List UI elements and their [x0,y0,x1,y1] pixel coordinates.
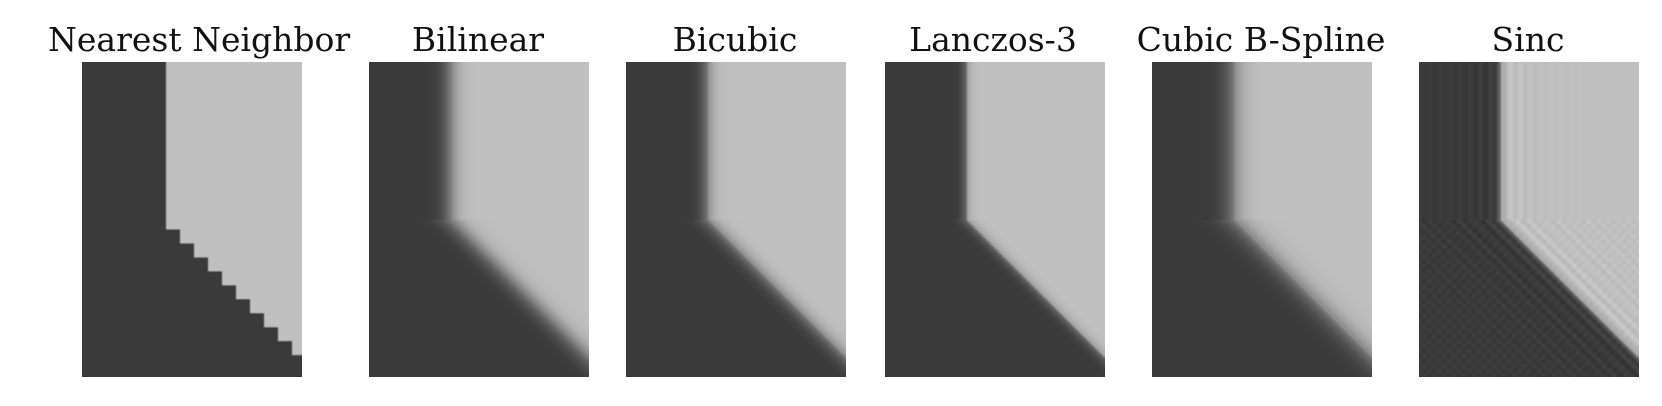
panel-image-bicubic [626,62,846,377]
panel-title-bilinear: Bilinear [411,20,545,59]
panel-image-bilinear [369,62,589,377]
panel-image-nearest-neighbor [82,62,302,377]
panel-image-lanczos-3 [885,62,1105,377]
panel-title-nearest-neighbor: Nearest Neighbor [48,20,351,59]
panel-title-lanczos-3: Lanczos-3 [909,20,1077,59]
panel-title-sinc: Sinc [1491,20,1565,59]
panel-title-bicubic: Bicubic [672,20,798,59]
panel-image-cubic-b-spline [1152,62,1372,377]
panel-image-sinc [1419,62,1639,377]
panel-title-cubic-b-spline: Cubic B-Spline [1136,20,1386,59]
